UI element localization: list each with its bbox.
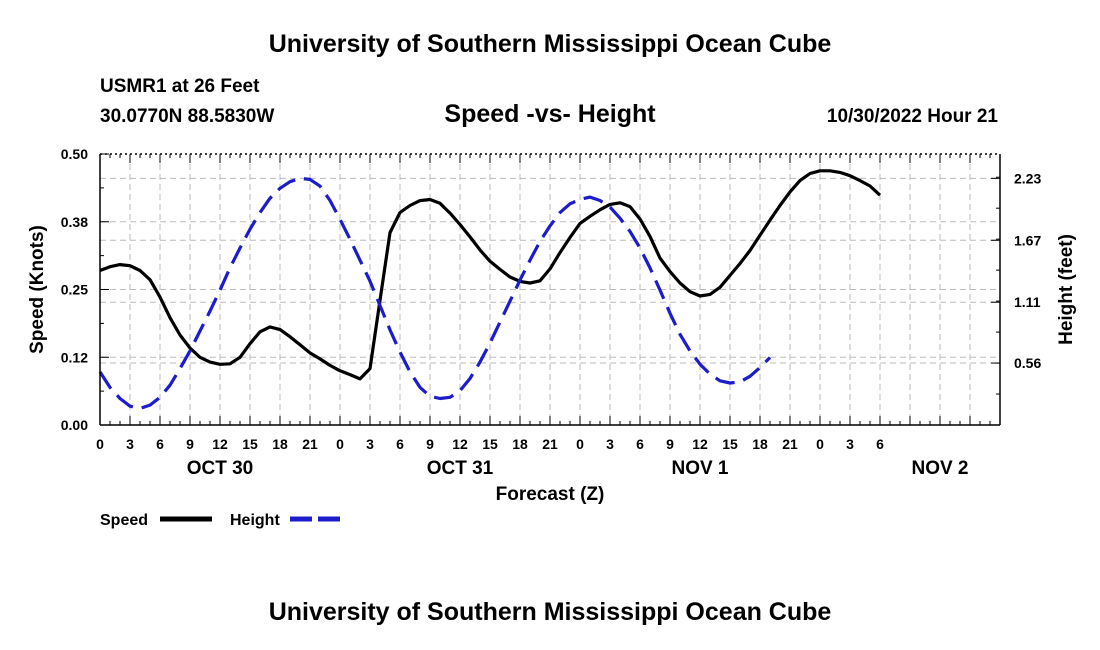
y-right-axis-title: Height (feet) [1056, 234, 1077, 345]
y-right-tick-label: 1.11 [1014, 294, 1041, 310]
x-tick-label: 6 [396, 436, 404, 452]
x-tick-label: 12 [452, 436, 468, 452]
x-tick-label: 3 [846, 436, 854, 452]
x-tick-label: 6 [876, 436, 884, 452]
y-left-tick-label: 0.50 [61, 146, 88, 162]
footer-title: University of Southern Mississippi Ocean… [268, 598, 832, 626]
y-left-tick-label: 0.12 [61, 349, 88, 365]
station-coordinates: 30.0770N 88.5830W [100, 106, 275, 127]
y-left-tick-label: 0.25 [61, 282, 88, 298]
x-tick-label: 0 [816, 436, 824, 452]
x-tick-label: 9 [666, 436, 674, 452]
axes-layer: 0 3 6 9 12 15 18 21 0 3 6 9 12 15 18 21 0 3 6 9 12 15 18 21 0 3 6 O… [27, 146, 1077, 505]
x-tick-label: 21 [302, 436, 318, 452]
y-left-axis-title: Speed (Knots) [27, 225, 48, 354]
x-tick-label: 6 [636, 436, 644, 452]
x-tick-label: 15 [242, 436, 258, 452]
legend-label-speed: Speed [100, 512, 148, 529]
x-tick-label: 0 [336, 436, 344, 452]
x-tick-label: 12 [692, 436, 708, 452]
legend-label-height: Height [230, 512, 280, 529]
station-label: USMR1 at 26 Feet [100, 76, 260, 97]
x-tick-label: 15 [482, 436, 498, 452]
y-right-tick-label: 0.56 [1014, 355, 1041, 371]
date-label: OCT 31 [427, 458, 494, 479]
x-tick-label: 9 [426, 436, 434, 452]
x-tick-label: 3 [366, 436, 374, 452]
series-layer [98, 169, 882, 410]
series-line-speed [99, 169, 882, 381]
y-right-tick-label: 2.23 [1014, 170, 1041, 186]
x-tick-label: 3 [606, 436, 614, 452]
date-label: NOV 1 [671, 458, 728, 479]
date-label: OCT 30 [187, 458, 254, 479]
x-tick-label: 9 [186, 436, 194, 452]
x-tick-label: 21 [542, 436, 558, 452]
x-tick-label: 21 [782, 436, 798, 452]
x-tick-label: 18 [512, 436, 528, 452]
chart-title: University of Southern Mississippi Ocean… [268, 30, 832, 58]
x-tick-label: 0 [96, 436, 104, 452]
chart-subtitle: Speed -vs- Height [444, 100, 656, 128]
x-tick-label: 15 [722, 436, 738, 452]
x-tick-label: 12 [212, 436, 228, 452]
x-tick-label: 3 [126, 436, 134, 452]
grid-layer [100, 154, 1000, 425]
x-axis-title: Forecast (Z) [496, 484, 605, 505]
series-line-height [98, 176, 772, 410]
legend: Speed Height [100, 512, 342, 529]
x-tick-label: 18 [752, 436, 768, 452]
x-tick-label: 18 [272, 436, 288, 452]
y-right-tick-label: 1.67 [1014, 232, 1041, 248]
y-left-tick-label: 0.38 [61, 214, 88, 230]
x-tick-label: 0 [576, 436, 584, 452]
y-left-tick-label: 0.00 [61, 417, 88, 433]
x-tick-label: 6 [156, 436, 164, 452]
date-label: NOV 2 [911, 458, 968, 479]
forecast-datetime: 10/30/2022 Hour 21 [826, 106, 998, 127]
